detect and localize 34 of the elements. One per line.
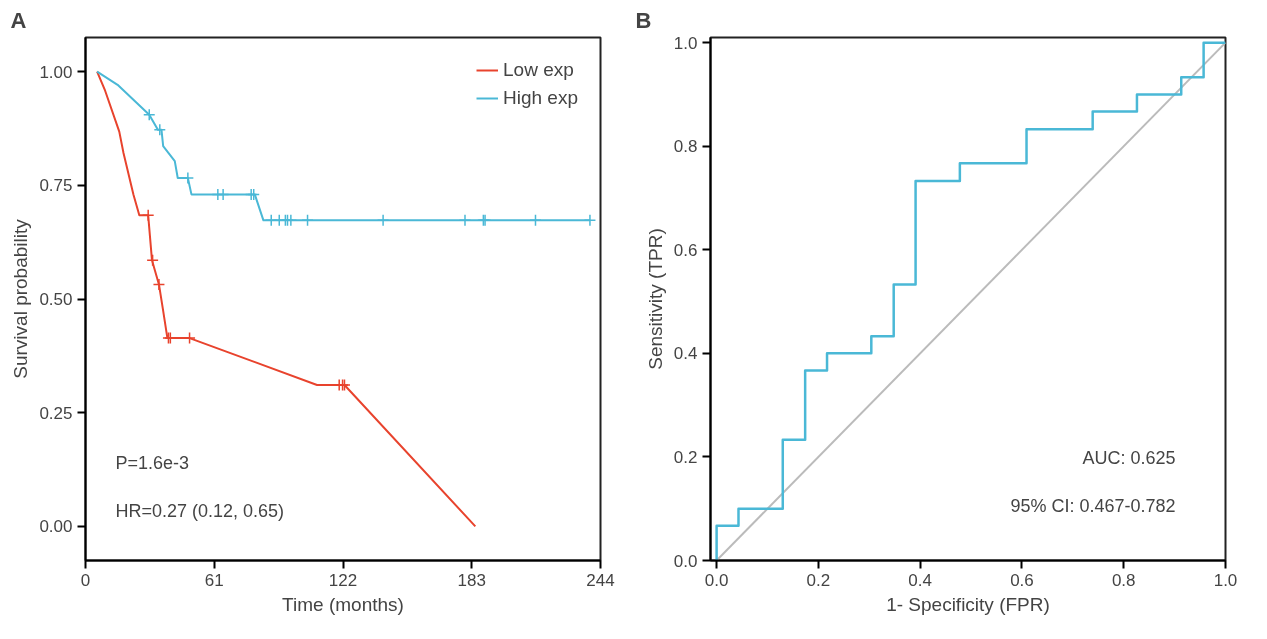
chart-title: B (635, 7, 652, 33)
x-tick-label: 0.6 (1010, 570, 1034, 590)
y-tick-label: 0.50 (39, 290, 73, 309)
annotation: AUC: 0.625 (1082, 447, 1176, 468)
y-tick-label: 0.8 (673, 137, 698, 157)
x-tick-label: 122 (328, 570, 358, 590)
y-tick-label: 0.00 (39, 517, 73, 537)
x-tick-label: 0.2 (806, 570, 831, 590)
y-tick-label: 0.75 (39, 176, 73, 196)
annotation: HR=0.27 (0.12, 0.65) (115, 500, 285, 521)
legend-label: Low exp (503, 59, 574, 81)
y-tick-label: 0.0 (673, 551, 698, 571)
x-axis-title: 1- Specificity (FPR) (886, 593, 1050, 615)
x-tick-label: 0.4 (908, 570, 932, 590)
x-tick-label: 61 (204, 570, 224, 590)
x-tick-label: 1.0 (1213, 570, 1238, 590)
legend-label: High exp (503, 87, 578, 109)
x-tick-label: 0 (80, 570, 91, 590)
chart-title: A (10, 7, 27, 33)
x-axis-title: Time (months) (282, 593, 404, 615)
y-tick-label: 0.6 (673, 240, 698, 260)
y-tick-label: 1.00 (39, 62, 73, 82)
x-tick-label: 183 (457, 570, 486, 590)
annotation: P=1.6e-3 (115, 452, 190, 473)
x-tick-label: 244 (586, 570, 615, 590)
x-tick-label: 0.0 (704, 570, 729, 590)
y-axis-title: Sensitivity (TPR) (644, 228, 666, 370)
y-tick-label: 1.0 (673, 33, 698, 53)
x-tick-label: 0.8 (1111, 570, 1136, 590)
y-axis-title: Survival probability (10, 218, 32, 379)
annotation: 95% CI: 0.467-0.782 (1010, 495, 1176, 516)
y-tick-label: 0.4 (673, 344, 698, 364)
y-tick-label: 0.2 (673, 447, 698, 467)
y-tick-label: 0.25 (39, 403, 73, 423)
